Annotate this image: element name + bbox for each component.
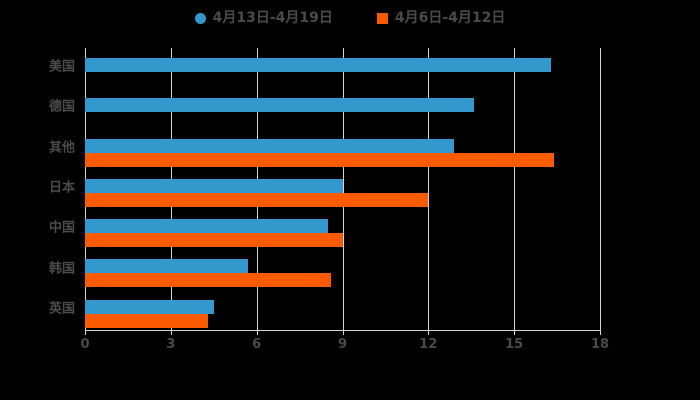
- x-axis-tick-mark: [85, 330, 86, 335]
- legend-item-series-b[interactable]: 4月6日-4月12日: [376, 10, 506, 26]
- x-axis-tick-mark: [600, 330, 601, 335]
- y-axis-labels: 美国德国其他日本中国韩国英国: [0, 0, 85, 400]
- bar[interactable]: [85, 138, 455, 153]
- bar[interactable]: [85, 259, 249, 274]
- y-axis-tick-label: 中国: [48, 220, 75, 236]
- x-axis-tick-label: 12: [419, 337, 438, 352]
- gridline-x-12: [428, 48, 430, 330]
- x-axis-tick-mark: [256, 330, 258, 335]
- gridline-x-15: [514, 48, 516, 330]
- x-axis-tick-mark: [342, 330, 344, 335]
- bar[interactable]: [85, 299, 214, 314]
- legend-label-series-a: 4月13日-4月19日: [212, 10, 333, 26]
- chart-legend: 4月13日-4月19日 4月6日-4月12日: [0, 6, 700, 30]
- bar[interactable]: [85, 58, 552, 72]
- gridline-x-9: [342, 48, 344, 330]
- x-axis-tick-label: 18: [590, 337, 610, 352]
- y-axis-tick-label: 美国: [48, 59, 75, 75]
- y-axis-tick-label: 日本: [48, 180, 75, 196]
- x-axis-tick-label: 15: [505, 337, 524, 352]
- x-axis-tick-mark: [428, 330, 430, 335]
- bar[interactable]: [85, 273, 332, 288]
- y-axis-tick-label: 德国: [48, 99, 75, 115]
- bar[interactable]: [85, 98, 475, 113]
- circle-marker-icon: [194, 12, 206, 24]
- legend-item-series-a[interactable]: 4月13日-4月19日: [194, 10, 333, 26]
- gridline-x-18: [600, 48, 601, 330]
- bar[interactable]: [85, 152, 555, 167]
- plot-area: [85, 48, 601, 330]
- x-axis-tick-label: 3: [166, 337, 176, 352]
- bar[interactable]: [85, 233, 343, 248]
- bar[interactable]: [85, 178, 343, 193]
- x-axis-tick-label: 0: [80, 337, 90, 352]
- x-axis-tick-mark: [170, 330, 172, 335]
- bar[interactable]: [85, 219, 329, 234]
- x-axis-tick-label: 9: [337, 337, 348, 352]
- legend-label-series-b: 4月6日-4月12日: [394, 10, 506, 26]
- y-axis-tick-label: 其他: [48, 140, 75, 156]
- y-axis-tick-label: 英国: [48, 301, 75, 317]
- square-marker-icon: [376, 12, 388, 24]
- x-axis-tick-mark: [514, 330, 516, 335]
- y-axis-tick-label: 韩国: [48, 261, 75, 277]
- bar[interactable]: [85, 313, 209, 328]
- x-axis-tick-label: 6: [252, 337, 262, 352]
- bar[interactable]: [85, 192, 429, 207]
